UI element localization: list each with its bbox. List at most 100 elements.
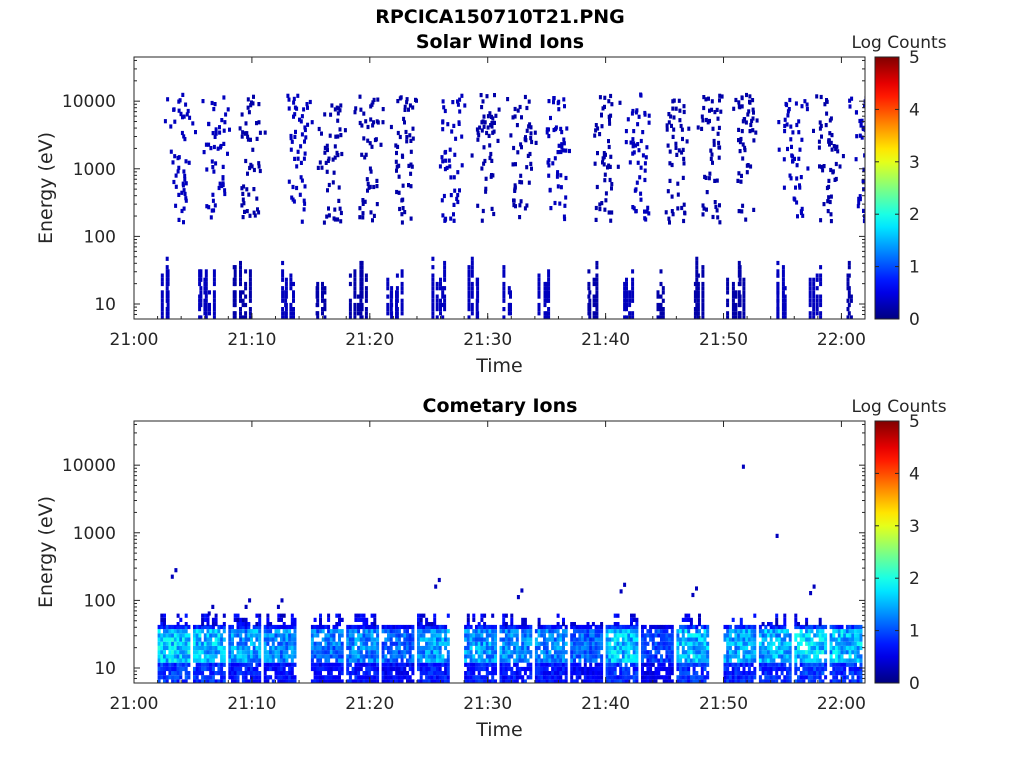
data-cell-core — [513, 662, 517, 667]
data-cell-core — [195, 658, 199, 663]
data-cell-scatter — [491, 173, 495, 178]
data-cell-core — [466, 654, 470, 659]
data-cell-scatter — [484, 176, 488, 181]
data-cell-low — [390, 290, 394, 295]
data-cell-core — [662, 658, 666, 663]
data-cell-core — [581, 641, 585, 646]
data-cell-halo — [510, 617, 514, 622]
data-cell-core — [255, 650, 259, 655]
data-cell-scatter — [177, 217, 181, 222]
data-cell-scatter — [211, 165, 215, 170]
data-cell-core — [581, 671, 585, 676]
data-cell-core — [856, 645, 860, 651]
data-cell-core — [340, 629, 344, 634]
data-cell-scatter — [334, 134, 338, 139]
data-cell-scatter — [716, 116, 720, 121]
data-cell-scatter — [608, 117, 611, 122]
data-cell-core — [184, 629, 188, 634]
data-cell-core — [384, 637, 388, 642]
x-tick-label: 22:00 — [817, 330, 866, 350]
data-cell-low — [470, 311, 474, 316]
data-cell-low — [776, 260, 780, 266]
data-cell-low — [547, 315, 551, 319]
data-cell-core — [734, 641, 738, 646]
data-cell-scatter — [519, 173, 523, 178]
data-cell-core — [438, 662, 442, 667]
data-cell-low — [248, 307, 252, 312]
data-cell-core — [728, 662, 732, 667]
data-cell-core — [163, 637, 166, 642]
data-cell-scatter — [202, 150, 206, 155]
data-cell-scatter — [785, 122, 789, 127]
data-cell-core — [446, 675, 450, 680]
data-cell-core — [173, 629, 177, 634]
data-cell-low — [470, 256, 474, 261]
data-cell-outlier — [207, 611, 211, 616]
data-cell-scatter — [786, 113, 790, 118]
data-cell-core — [600, 662, 604, 667]
data-cell-core — [797, 675, 800, 680]
data-cell-core — [562, 679, 565, 683]
data-cell-core — [654, 654, 658, 659]
data-cell-scatter — [490, 158, 494, 163]
data-cell-core — [480, 666, 484, 672]
data-cell-core — [777, 624, 781, 630]
data-cell-core — [662, 637, 666, 642]
data-cell-core — [523, 624, 527, 630]
data-cell-core — [222, 624, 226, 630]
data-cell-core — [734, 679, 738, 683]
data-cell-core — [250, 658, 253, 663]
data-cell-halo — [327, 617, 331, 622]
data-cell-core — [608, 629, 612, 634]
data-cell-core — [608, 624, 612, 630]
data-cell-low — [360, 307, 364, 312]
data-cell-core — [338, 650, 341, 655]
data-cell-core — [767, 633, 770, 638]
panel-1: 21:00 21:10 21:20 21:30 21:40 21:50 22:0010100… — [35, 33, 947, 377]
data-cell-core — [807, 675, 811, 680]
data-cell-low — [592, 315, 596, 319]
data-cell-low — [166, 298, 170, 303]
data-cell-low — [701, 269, 705, 274]
data-cell-core — [518, 650, 522, 655]
data-cell-scatter — [207, 142, 211, 147]
data-cell-core — [605, 645, 609, 651]
data-cell-low — [592, 277, 596, 282]
data-cell-core — [573, 671, 576, 676]
data-cell-halo — [630, 617, 633, 622]
data-cell-scatter — [398, 134, 402, 140]
data-cell-core — [586, 637, 590, 642]
data-cell-scatter — [748, 94, 752, 99]
data-cell-core — [184, 645, 188, 651]
data-cell-scatter — [359, 107, 363, 112]
data-cell-halo — [767, 622, 770, 627]
data-cell-core — [745, 624, 749, 630]
data-cell-scatter — [803, 99, 807, 104]
data-cell-scatter — [221, 181, 225, 186]
data-cell-core — [480, 629, 484, 634]
data-cell-core — [734, 671, 738, 676]
data-cell-core — [521, 645, 525, 651]
data-cell-scatter — [181, 115, 184, 120]
data-cell-core — [269, 658, 273, 663]
data-cell-core — [269, 624, 273, 630]
data-cell-core — [570, 641, 574, 646]
data-cell-core — [591, 671, 595, 676]
data-cell-core — [848, 654, 852, 659]
data-cell-core — [543, 645, 546, 651]
data-cell-low — [400, 307, 404, 312]
data-cell-core — [502, 645, 506, 651]
data-cell-core — [687, 637, 691, 642]
data-cell-scatter — [327, 182, 331, 188]
data-cell-core — [700, 675, 704, 680]
data-cell-low — [289, 277, 293, 282]
data-cell-core — [193, 633, 196, 638]
x-tick-label: 21:40 — [581, 694, 630, 714]
data-cell-scatter — [630, 111, 634, 116]
data-cell-low — [812, 302, 816, 308]
data-cell-core — [668, 666, 672, 672]
data-cell-scatter — [681, 136, 684, 142]
data-cell-core — [575, 629, 579, 634]
data-cell-scatter — [643, 161, 647, 166]
data-cell-core — [854, 679, 857, 683]
